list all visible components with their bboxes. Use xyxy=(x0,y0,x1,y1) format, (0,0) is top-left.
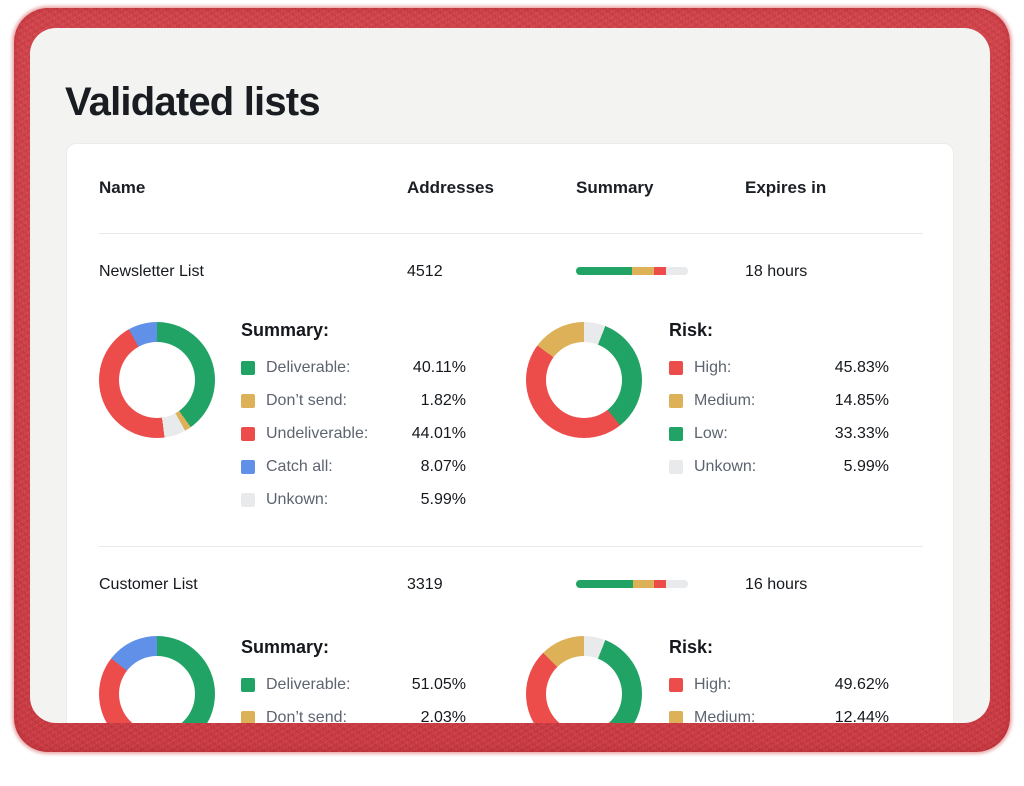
legend-color-swatch xyxy=(669,427,683,441)
risk-legend: Risk: High: 45.83% Medium: 14.85% Low: 33.33%… xyxy=(669,320,889,477)
table-row[interactable]: Customer List 3319 16 hours xyxy=(67,575,953,595)
minibar-segment xyxy=(633,580,655,588)
legend-label: Medium: xyxy=(694,709,756,723)
legend-value: 51.05% xyxy=(411,676,466,693)
legend-item: Catch all: 8.07% xyxy=(241,457,466,477)
legend-value: 1.82% xyxy=(420,392,466,409)
legend-label: High: xyxy=(694,676,732,693)
minibar-segment xyxy=(654,267,666,275)
legend-color-swatch xyxy=(241,678,255,692)
expires-value: 18 hours xyxy=(745,263,808,280)
list-name: Newsletter List xyxy=(99,263,204,280)
minibar-segment xyxy=(632,267,655,275)
legend-color-swatch xyxy=(241,361,255,375)
summary-legend: Summary: Deliverable: 51.05% Don’t send: 2.… xyxy=(241,637,466,723)
legend-color-swatch xyxy=(669,361,683,375)
table-header-row: Name Addresses Summary Expires in xyxy=(67,178,953,200)
risk-legend-heading: Risk: xyxy=(669,637,714,657)
legend-item: Unkown: 5.99% xyxy=(669,457,889,477)
divider xyxy=(99,233,923,234)
risk-legend: Risk: High: 49.62% Medium: 12.44% xyxy=(669,637,889,723)
page-title: Validated lists xyxy=(65,80,321,124)
summary-legend-heading: Summary: xyxy=(241,320,330,340)
legend-color-swatch xyxy=(241,460,255,474)
legend-value: 12.44% xyxy=(834,709,889,723)
legend-value: 2.03% xyxy=(420,709,466,723)
minibar-segment xyxy=(665,267,688,275)
minibar-segment xyxy=(576,580,634,588)
column-header-addresses: Addresses xyxy=(407,178,494,197)
legend-value: 40.11% xyxy=(412,359,466,376)
legend-label: Medium: xyxy=(694,392,756,409)
legend-label: Catch all: xyxy=(266,458,333,475)
legend-item: High: 49.62% xyxy=(669,675,889,695)
divider xyxy=(99,546,923,547)
legend-value: 5.99% xyxy=(420,491,466,508)
legend-color-swatch xyxy=(241,427,255,441)
legend-label: Deliverable: xyxy=(266,676,351,693)
legend-value: 44.01% xyxy=(411,425,466,442)
list-name: Customer List xyxy=(99,576,198,593)
legend-color-swatch xyxy=(241,394,255,408)
legend-item: Deliverable: 40.11% xyxy=(241,358,466,378)
minibar-segment xyxy=(654,580,666,588)
legend-color-swatch xyxy=(669,711,683,723)
minibar-segment xyxy=(576,267,632,275)
minibar-segment xyxy=(665,580,688,588)
validated-lists-card: Name Addresses Summary Expires in Newsle… xyxy=(66,143,954,723)
expires-value: 16 hours xyxy=(745,576,808,593)
legend-value: 8.07% xyxy=(420,458,466,475)
app-window: Validated lists Name Addresses Summary E… xyxy=(30,28,990,723)
legend-value: 33.33% xyxy=(834,425,889,442)
legend-item: Medium: 12.44% xyxy=(669,708,889,723)
legend-label: Don’t send: xyxy=(266,709,347,723)
legend-item: Unkown: 5.99% xyxy=(241,490,466,510)
legend-item: Medium: 14.85% xyxy=(669,391,889,411)
column-header-summary: Summary xyxy=(576,178,654,197)
summary-legend: Summary: Deliverable: 40.11% Don’t send: 1.… xyxy=(241,320,466,510)
addresses-count: 4512 xyxy=(407,263,443,280)
summary-donut-chart xyxy=(99,636,215,723)
legend-value: 45.83% xyxy=(834,359,889,376)
legend-item: Undeliverable: 44.01% xyxy=(241,424,466,444)
legend-color-swatch xyxy=(669,460,683,474)
column-header-name: Name xyxy=(99,178,146,197)
risk-legend-heading: Risk: xyxy=(669,320,714,340)
legend-label: Undeliverable: xyxy=(266,425,369,442)
table-row[interactable]: Newsletter List 4512 18 hours xyxy=(67,262,953,282)
column-header-expires: Expires in xyxy=(745,178,827,197)
legend-label: Don’t send: xyxy=(266,392,347,409)
summary-minibar xyxy=(576,267,688,275)
legend-value: 49.62% xyxy=(834,676,889,693)
risk-donut-chart xyxy=(526,322,642,438)
legend-item: Deliverable: 51.05% xyxy=(241,675,466,695)
legend-item: Low: 33.33% xyxy=(669,424,889,444)
legend-label: Unkown: xyxy=(694,458,757,475)
summary-legend-heading: Summary: xyxy=(241,637,330,657)
summary-donut-chart xyxy=(99,322,215,438)
legend-color-swatch xyxy=(241,711,255,723)
legend-color-swatch xyxy=(669,394,683,408)
legend-item: Don’t send: 1.82% xyxy=(241,391,466,411)
legend-color-swatch xyxy=(669,678,683,692)
legend-label: Unkown: xyxy=(266,491,329,508)
legend-item: High: 45.83% xyxy=(669,358,889,378)
addresses-count: 3319 xyxy=(407,576,443,593)
legend-label: Low: xyxy=(694,425,728,442)
legend-value: 14.85% xyxy=(834,392,889,409)
legend-color-swatch xyxy=(241,493,255,507)
summary-minibar xyxy=(576,580,688,588)
legend-item: Don’t send: 2.03% xyxy=(241,708,466,723)
risk-donut-chart xyxy=(526,636,642,723)
legend-value: 5.99% xyxy=(843,458,889,475)
legend-label: Deliverable: xyxy=(266,359,351,376)
legend-label: High: xyxy=(694,359,732,376)
